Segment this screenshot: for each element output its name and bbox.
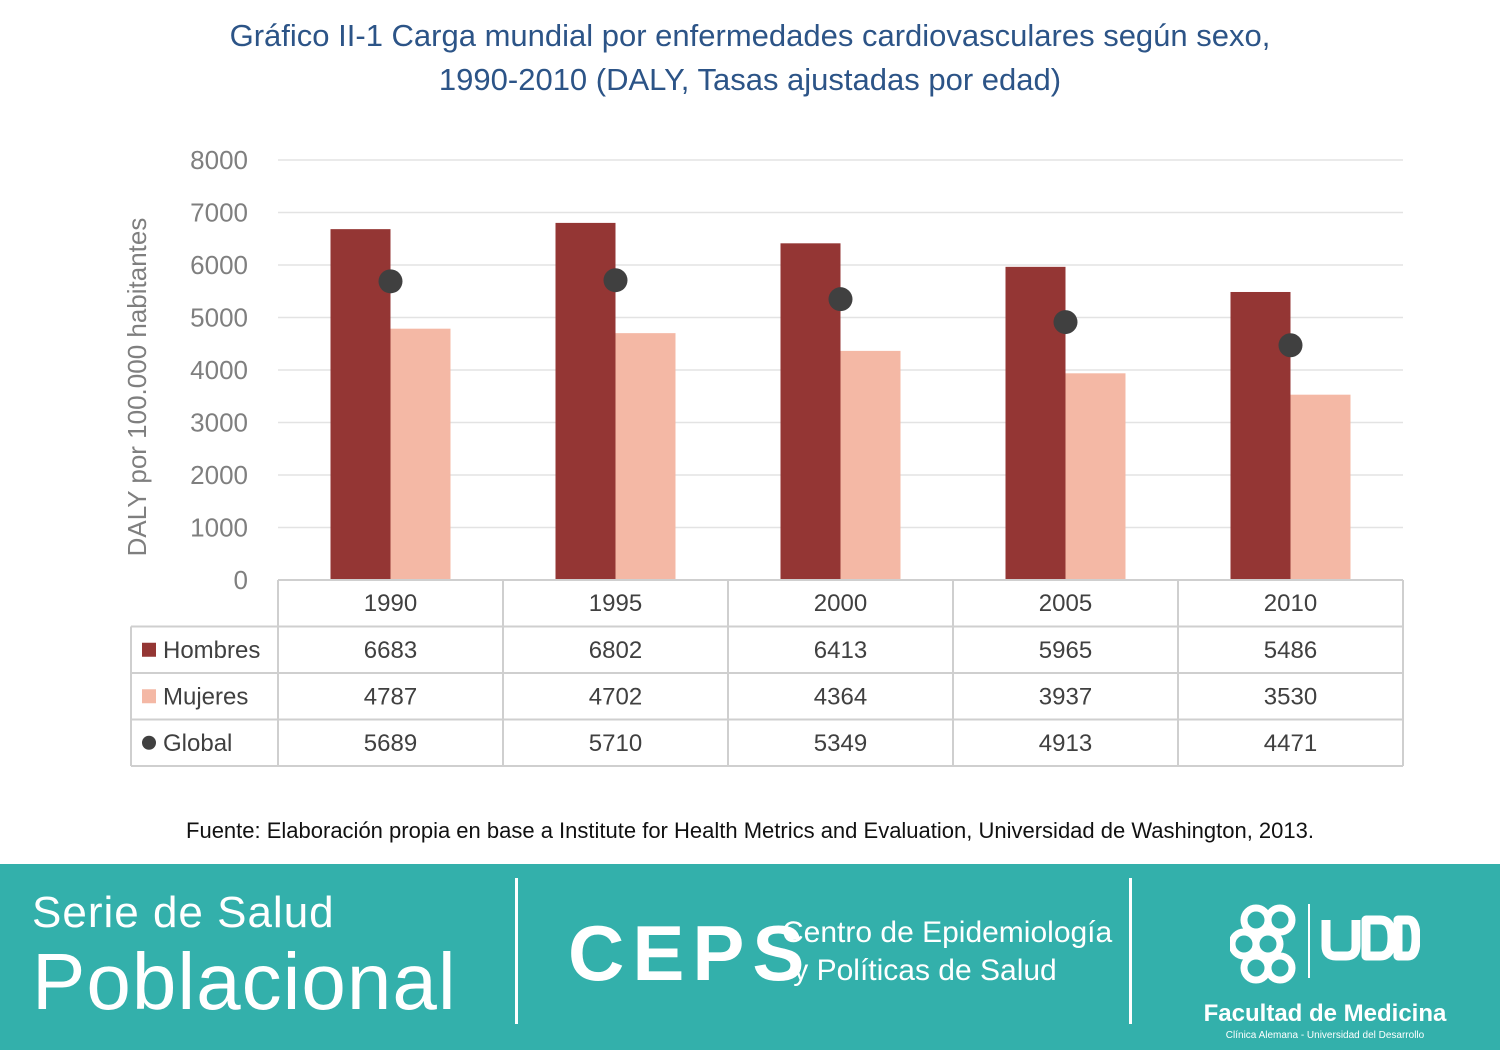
legend-label-hombres: Hombres bbox=[163, 637, 260, 664]
x-tick-label: 2000 bbox=[814, 590, 867, 617]
point-global-1995 bbox=[603, 268, 628, 293]
y-tick-label: 2000 bbox=[190, 460, 248, 490]
footer-divider bbox=[515, 878, 518, 1024]
ceps-full-name: Centro de Epidemiología y Políticas de S… bbox=[782, 914, 1113, 990]
data-label: 3937 bbox=[1039, 683, 1092, 710]
udd-logo-icon bbox=[1230, 904, 1420, 984]
series-name-line1: Serie de Salud bbox=[32, 888, 335, 937]
udd-logo-block: Facultad de Medicina Clínica Alemana - U… bbox=[1200, 898, 1450, 1048]
data-label: 5689 bbox=[364, 730, 417, 757]
faculty-subtitle: Clínica Alemana - Universidad del Desarr… bbox=[1225, 1030, 1425, 1041]
bar-mujeres-1995 bbox=[615, 333, 676, 580]
y-axis-label: DALY por 100.000 habitantes bbox=[122, 218, 152, 557]
x-tick-label: 1995 bbox=[589, 590, 642, 617]
data-label: 4364 bbox=[814, 683, 867, 710]
ceps-name-line1: Centro de Epidemiología bbox=[782, 916, 1113, 949]
ceps-logo: CEPS bbox=[568, 909, 813, 997]
bar-hombres-2005 bbox=[1005, 266, 1066, 580]
legend-label-mujeres: Mujeres bbox=[163, 683, 248, 710]
data-label: 4913 bbox=[1039, 730, 1092, 757]
data-label: 5349 bbox=[814, 730, 867, 757]
chart-title: Gráfico II-1 Carga mundial por enfermeda… bbox=[0, 14, 1500, 102]
faculty-name: Facultad de Medicina bbox=[1203, 1000, 1447, 1027]
point-global-2005 bbox=[1053, 310, 1078, 335]
footer-banner: Serie de Salud Poblacional CEPS Centro d… bbox=[0, 864, 1500, 1050]
data-label: 4702 bbox=[589, 683, 642, 710]
y-axis-ticks: 0 1000 2000 3000 4000 5000 6000 7000 8000 bbox=[190, 145, 248, 595]
data-table: 1990 1995 2000 2005 2010 Hombres 6683 6802 6413 5… bbox=[130, 579, 1404, 767]
bar-mujeres-2005 bbox=[1065, 373, 1126, 580]
bars bbox=[330, 222, 1351, 580]
bar-mujeres-1990 bbox=[390, 328, 451, 580]
data-label: 5965 bbox=[1039, 637, 1092, 664]
y-tick-label: 0 bbox=[234, 565, 248, 595]
data-label: 3530 bbox=[1264, 683, 1317, 710]
data-label: 6683 bbox=[364, 637, 417, 664]
legend-swatch-mujeres bbox=[142, 689, 156, 704]
x-tick-label: 2005 bbox=[1039, 590, 1092, 617]
legend-swatch-hombres bbox=[142, 642, 156, 657]
y-tick-label: 6000 bbox=[190, 250, 248, 280]
bar-mujeres-2010 bbox=[1290, 394, 1351, 580]
x-tick-label: 1990 bbox=[364, 590, 417, 617]
point-global-2010 bbox=[1278, 333, 1303, 358]
y-tick-label: 1000 bbox=[190, 513, 248, 543]
bar-mujeres-2000 bbox=[840, 350, 901, 580]
y-tick-label: 5000 bbox=[190, 303, 248, 333]
bar-hombres-2010 bbox=[1230, 291, 1291, 580]
data-label: 4787 bbox=[364, 683, 417, 710]
x-tick-label: 2010 bbox=[1264, 590, 1317, 617]
global-markers bbox=[378, 268, 1303, 358]
y-tick-label: 7000 bbox=[190, 198, 248, 228]
legend-label-global: Global bbox=[163, 730, 232, 757]
data-label: 5710 bbox=[589, 730, 642, 757]
chart-title-line2: 1990-2010 (DALY, Tasas ajustadas por eda… bbox=[438, 62, 1062, 97]
series-name-line2: Poblacional bbox=[32, 937, 457, 1026]
source-note: Fuente: Elaboración propia en base a Ins… bbox=[186, 818, 1314, 843]
point-global-1990 bbox=[378, 269, 403, 294]
y-tick-label: 8000 bbox=[190, 145, 248, 175]
data-label: 4471 bbox=[1264, 730, 1317, 757]
data-label: 6413 bbox=[814, 637, 867, 664]
y-tick-label: 4000 bbox=[190, 355, 248, 385]
chart: 0 1000 2000 3000 4000 5000 6000 7000 8000 DALY p… bbox=[122, 145, 1404, 767]
data-label: 5486 bbox=[1264, 637, 1317, 664]
footer-divider bbox=[1129, 878, 1132, 1024]
ceps-name-line2: y Políticas de Salud bbox=[793, 954, 1057, 987]
point-global-2000 bbox=[828, 287, 853, 312]
legend-marker-global bbox=[142, 735, 156, 750]
data-label: 6802 bbox=[589, 637, 642, 664]
chart-title-line1: Gráfico II-1 Carga mundial por enfermeda… bbox=[229, 18, 1271, 53]
y-tick-label: 3000 bbox=[190, 408, 248, 438]
